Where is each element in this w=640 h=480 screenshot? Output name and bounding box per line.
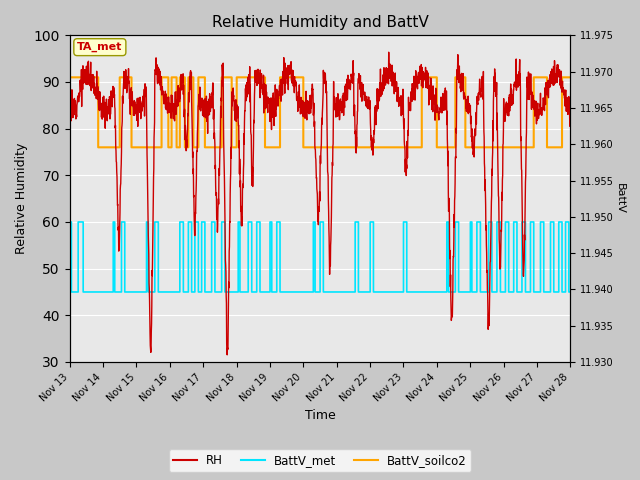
Y-axis label: BattV: BattV (615, 183, 625, 214)
Title: Relative Humidity and BattV: Relative Humidity and BattV (212, 15, 428, 30)
Y-axis label: Relative Humidity: Relative Humidity (15, 143, 28, 254)
Legend: RH, BattV_met, BattV_soilco2: RH, BattV_met, BattV_soilco2 (168, 449, 472, 472)
X-axis label: Time: Time (305, 409, 335, 422)
Text: TA_met: TA_met (77, 42, 122, 52)
